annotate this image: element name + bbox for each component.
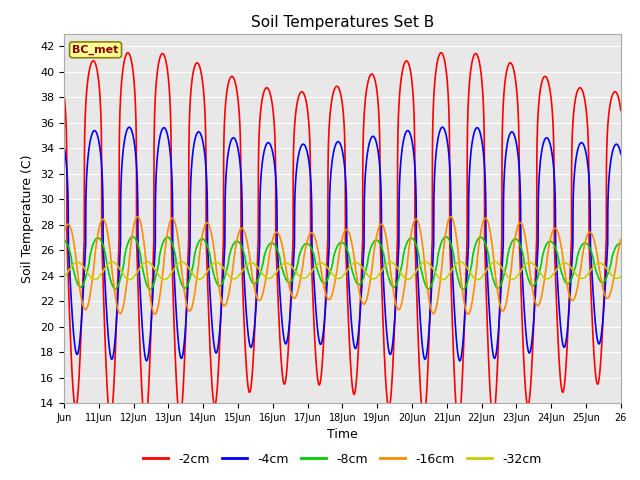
-16cm: [479, 222, 486, 228]
-8cm: [617, 241, 625, 247]
Legend: -2cm, -4cm, -8cm, -16cm, -32cm: -2cm, -4cm, -8cm, -16cm, -32cm: [138, 448, 547, 471]
-4cm: [546, 140, 554, 145]
-16cm: [310, 232, 317, 238]
X-axis label: Time: Time: [327, 429, 358, 442]
Line: -2cm: -2cm: [64, 53, 621, 423]
-16cm: [447, 214, 454, 219]
-2cm: [479, 84, 486, 89]
-32cm: [60, 274, 68, 280]
-32cm: [205, 267, 212, 273]
-16cm: [79, 304, 87, 310]
-32cm: [231, 276, 239, 281]
-16cm: [151, 312, 159, 317]
-4cm: [438, 124, 446, 130]
-32cm: [310, 265, 318, 271]
-4cm: [479, 141, 486, 146]
-16cm: [231, 248, 239, 253]
Line: -4cm: -4cm: [64, 127, 621, 361]
-2cm: [79, 259, 87, 265]
-2cm: [205, 304, 212, 310]
-32cm: [143, 259, 151, 264]
-8cm: [231, 239, 239, 245]
-2cm: [60, 90, 68, 96]
Line: -16cm: -16cm: [64, 216, 621, 314]
-8cm: [442, 234, 450, 240]
-4cm: [205, 258, 212, 264]
Y-axis label: Soil Temperature (C): Soil Temperature (C): [22, 154, 35, 283]
Line: -8cm: -8cm: [64, 237, 621, 289]
-8cm: [79, 281, 87, 287]
-2cm: [310, 320, 318, 326]
-2cm: [546, 85, 554, 91]
-16cm: [617, 237, 625, 242]
-4cm: [617, 151, 625, 156]
-2cm: [617, 108, 625, 113]
-8cm: [60, 238, 68, 243]
-2cm: [141, 420, 149, 426]
-32cm: [479, 274, 486, 279]
-8cm: [205, 246, 212, 252]
-16cm: [546, 240, 554, 245]
-32cm: [617, 274, 625, 279]
-32cm: [546, 275, 554, 281]
-4cm: [231, 136, 239, 142]
-2cm: [231, 79, 239, 85]
-32cm: [125, 276, 133, 282]
-32cm: [79, 264, 87, 270]
-16cm: [205, 221, 212, 227]
Title: Soil Temperatures Set B: Soil Temperatures Set B: [251, 15, 434, 30]
-16cm: [60, 230, 68, 236]
Line: -32cm: -32cm: [64, 262, 621, 279]
-4cm: [60, 143, 68, 149]
-8cm: [146, 287, 154, 292]
-4cm: [79, 284, 87, 290]
-2cm: [124, 50, 132, 56]
-4cm: [143, 358, 150, 364]
-8cm: [479, 235, 486, 241]
-8cm: [310, 252, 317, 258]
Text: BC_met: BC_met: [72, 45, 119, 55]
-4cm: [310, 276, 317, 282]
-8cm: [546, 239, 554, 244]
